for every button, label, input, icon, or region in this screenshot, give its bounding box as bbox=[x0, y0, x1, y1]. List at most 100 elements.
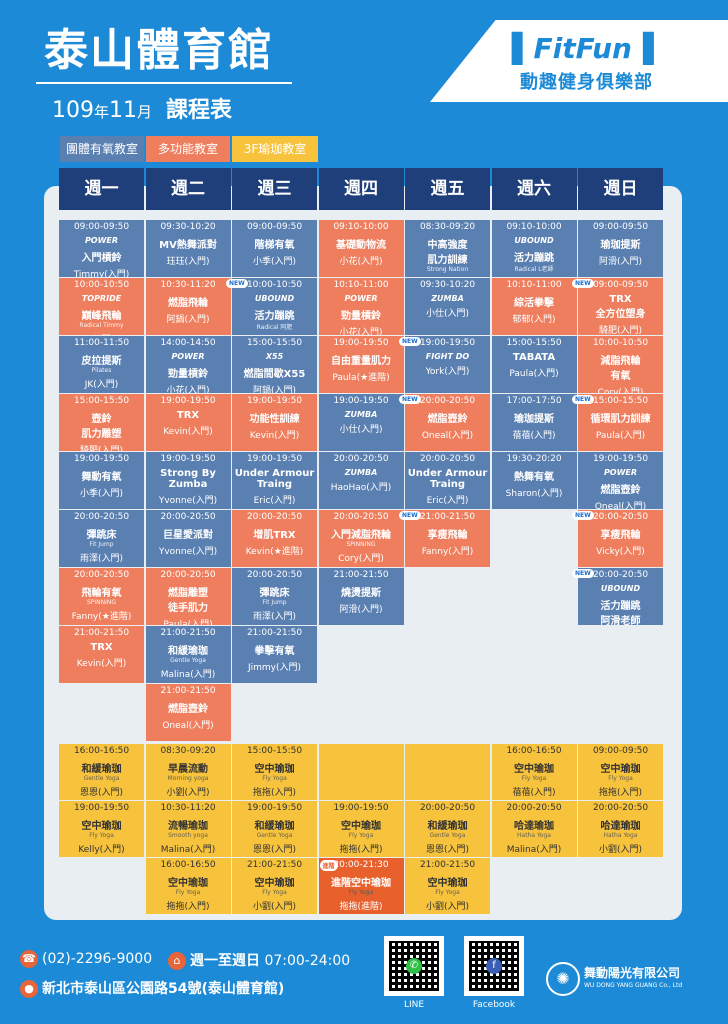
class-card[interactable]: 09:30-10:20 MV熱舞派對 珏珏(入門) bbox=[145, 220, 231, 277]
yoga-class-card[interactable]: 21:00-21:50 空中瑜珈 Fly Yoga 小劉(入門) bbox=[405, 858, 490, 914]
class-subtitle: Fly Yoga bbox=[348, 889, 374, 896]
class-card[interactable]: 19:30-20:20 熱舞有氧 Sharon(入門) bbox=[491, 452, 577, 509]
yoga-class-card[interactable]: 19:00-19:50 空中瑜珈 Fly Yoga Kelly(入門) bbox=[59, 801, 144, 857]
class-time: 09:10-10:00 bbox=[333, 222, 389, 232]
class-card[interactable]: 15:00-15:50 循環肌力訓練 Paula(入門) bbox=[578, 394, 663, 451]
yoga-class-card[interactable] bbox=[318, 744, 404, 800]
class-card[interactable]: 19:00-19:50 Under Armour Traing Eric(入門) bbox=[232, 452, 317, 509]
class-card[interactable]: 09:00-09:50 TRX 全方位塑身 騎肥(入門) bbox=[578, 278, 663, 335]
class-instructor: Vicky(入門) bbox=[596, 547, 645, 557]
class-name: 勁量槓鈴 bbox=[341, 311, 381, 322]
class-card[interactable]: 09:00-09:50 瑜珈提斯 阿滑(入門) bbox=[578, 220, 663, 277]
class-card[interactable]: 19:00-19:50 功能性訓練 Kevin(入門) bbox=[232, 394, 317, 451]
yoga-class-card[interactable]: 16:00-16:50 和緩瑜珈 Gentle Yoga 恩恩(入門) bbox=[59, 744, 144, 800]
yoga-class-card[interactable]: 08:30-09:20 早晨流動 Morning yoga 小劉(入門) bbox=[145, 744, 231, 800]
location-pin-icon: ● bbox=[20, 980, 38, 998]
class-card[interactable]: 14:00-14:50 POWER 勁量槓鈴 小花(入門) bbox=[145, 336, 231, 393]
class-card[interactable]: 19:00-19:50 ZUMBA 小仕(入門) bbox=[318, 394, 404, 451]
class-instructor: 騎肥(入門) bbox=[598, 326, 643, 335]
class-card[interactable]: 10:00-10:50 UBOUND 活力蹦跳 Radical 阿肥 (入門) bbox=[232, 278, 317, 335]
class-time: 19:00-19:50 bbox=[333, 396, 389, 406]
class-card[interactable]: 21:00-21:50 享瘦飛輪 Fanny(入門) bbox=[405, 510, 490, 567]
yoga-class-card[interactable]: 10:30-11:20 流暢瑜珈 Smooth yoga Malina(入門) bbox=[145, 801, 231, 857]
yoga-class-card[interactable]: 20:00-21:30 進階空中瑜珈 Fly Yoga 拖拖(進階) bbox=[318, 858, 404, 914]
class-instructor: 小季(入門) bbox=[79, 489, 124, 499]
class-name: 燃脂壺鈴 bbox=[427, 414, 468, 425]
class-card[interactable]: 19:00-19:50 POWER 燃脂壺鈴 Oneal(入門) bbox=[578, 452, 663, 509]
class-name: 燃脂壺鈴 bbox=[600, 485, 641, 496]
class-card[interactable]: 09:10-10:00 UBOUND 活力蹦跳 Radical L老師 (入門) bbox=[491, 220, 577, 277]
yoga-class-card[interactable]: 09:00-09:50 空中瑜珈 Fly Yoga 拖拖(入門) bbox=[578, 744, 663, 800]
class-time: 21:00-21:50 bbox=[160, 628, 216, 638]
yoga-class-card[interactable]: 19:00-19:50 空中瑜珈 Fly Yoga 拖拖(入門) bbox=[318, 801, 404, 857]
line-qr-code[interactable]: ✆ bbox=[384, 936, 444, 996]
class-time: 15:00-15:50 bbox=[506, 338, 562, 348]
class-card[interactable]: 20:00-20:50 享瘦飛輪 Vicky(入門) bbox=[578, 510, 663, 567]
class-card[interactable]: 15:00-15:50 X55 燃脂間歇X55 阿鍋(入門) bbox=[232, 336, 317, 393]
new-badge: NEW bbox=[226, 279, 248, 288]
class-name: 和緩瑜珈 bbox=[427, 821, 468, 832]
class-card[interactable]: 20:00-20:50 燃脂壺鈴 Oneal(入門) bbox=[405, 394, 490, 451]
class-time: 21:00-21:50 bbox=[160, 686, 216, 696]
yoga-class-card[interactable]: 20:00-20:50 哈達瑜珈 Hatha Yoga 小劉(入門) bbox=[578, 801, 663, 857]
class-card[interactable]: 20:00-20:50 彈跳床 Fit Jump 雨澤(入門) bbox=[59, 510, 144, 567]
class-card[interactable]: 21:00-21:50 TRX Kevin(入門) bbox=[59, 626, 144, 683]
class-card[interactable]: 19:00-19:50 自由重量肌力 Paula(★進階) bbox=[318, 336, 404, 393]
class-time: 19:00-19:50 bbox=[246, 454, 303, 464]
class-card[interactable]: 21:00-21:50 燃脂壺鈴 Oneal(入門) bbox=[145, 684, 231, 741]
class-card[interactable]: 20:00-20:50 增肌TRX Kevin(★進階) bbox=[232, 510, 317, 567]
class-time: 20:00-20:50 bbox=[73, 570, 130, 580]
class-card[interactable]: 20:00-20:50 飛輪有氧 SPINNING Fanny(★進階) bbox=[59, 568, 144, 625]
class-instructor: 小仕(入門) bbox=[339, 425, 383, 435]
class-card[interactable]: 10:10-11:00 POWER 勁量槓鈴 小花(入門) bbox=[318, 278, 404, 335]
class-time: 20:00-20:50 bbox=[592, 570, 649, 580]
yoga-class-card[interactable] bbox=[405, 744, 490, 800]
class-card[interactable]: 20:00-20:50 Under Armour Traing Eric(入門) bbox=[405, 452, 490, 509]
class-card[interactable]: 21:00-21:50 拳擊有氧 Jimmy(入門) bbox=[232, 626, 317, 683]
yoga-class-card[interactable]: 21:00-21:50 空中瑜珈 Fly Yoga 小劉(入門) bbox=[232, 858, 317, 914]
class-instructor: 騎肥(入門) bbox=[59, 443, 144, 451]
class-instructor: Paula(入門) bbox=[146, 617, 231, 625]
class-card[interactable]: 20:00-20:50 ZUMBA HaoHao(入門) bbox=[318, 452, 404, 509]
class-card[interactable]: 10:10-11:00 綜活拳擊 郁郁(入門) bbox=[491, 278, 577, 335]
yoga-class-card[interactable]: 16:00-16:50 空中瑜珈 Fly Yoga 拖拖(入門) bbox=[145, 858, 231, 914]
class-card[interactable]: 20:00-20:50 入門減脂飛輪 SPINNING Cory(入門) bbox=[318, 510, 404, 567]
class-card[interactable]: 20:00-20:50 巨星愛派對 Yvonne(入門) bbox=[145, 510, 231, 567]
class-card[interactable]: 09:00-09:50 階梯有氧 小季(入門) bbox=[232, 220, 317, 277]
class-instructor: Yvonne(入門) bbox=[158, 547, 218, 557]
class-instructor: 拖拖(入門) bbox=[252, 788, 297, 798]
yoga-class-card[interactable]: 20:00-20:50 哈達瑜珈 Hatha Yoga Malina(入門) bbox=[491, 801, 577, 857]
class-name: 和緩瑜珈 bbox=[254, 821, 295, 832]
class-instructor: 小劉(入門) bbox=[598, 845, 643, 855]
new-badge: NEW bbox=[572, 279, 594, 288]
class-card[interactable]: 15:00-15:50 壺鈴肌力雕塑騎肥(入門) bbox=[59, 394, 144, 451]
class-card[interactable]: 19:00-19:50 TRX Kevin(入門) bbox=[145, 394, 231, 451]
yoga-class-card[interactable]: 15:00-15:50 空中瑜珈 Fly Yoga 拖拖(入門) bbox=[232, 744, 317, 800]
class-card[interactable]: 09:00-09:50 POWER 入門槓鈴 Timmy(入門) bbox=[59, 220, 144, 277]
class-card[interactable]: 19:00-19:50 Strong By Zumba Yvonne(入門) bbox=[145, 452, 231, 509]
class-card[interactable]: 15:00-15:50 TABATA Paula(入門) bbox=[491, 336, 577, 393]
class-card[interactable]: 11:00-11:50 皮拉提斯 Pilates JK(入門) bbox=[59, 336, 144, 393]
class-card[interactable]: 10:30-11:20 燃脂飛輪 阿鍋(入門) bbox=[145, 278, 231, 335]
class-instructor: 小花(入門) bbox=[339, 328, 383, 335]
yoga-class-card[interactable]: 20:00-20:50 和緩瑜珈 Gentle Yoga 恩恩(入門) bbox=[405, 801, 490, 857]
class-instructor: 阿鍋(入門) bbox=[252, 386, 297, 393]
yoga-class-card[interactable]: 16:00-16:50 空中瑜珈 Fly Yoga 蓓蓓(入門) bbox=[491, 744, 577, 800]
class-card[interactable]: 20:00-20:50 彈跳床 Fit Jump 雨澤(入門) bbox=[232, 568, 317, 625]
class-card[interactable]: 21:00-21:50 和緩瑜珈 Gentle Yoga Malina(入門) bbox=[145, 626, 231, 683]
class-card[interactable]: 09:30-10:20 ZUMBA 小仕(入門) bbox=[405, 278, 490, 335]
yoga-class-card[interactable]: 19:00-19:50 和緩瑜珈 Gentle Yoga 恩恩(入門) bbox=[232, 801, 317, 857]
class-name: 巨星愛派對 bbox=[163, 530, 213, 541]
class-card[interactable]: 09:10-10:00 基礎動物流 小花(入門) bbox=[318, 220, 404, 277]
facebook-qr-code[interactable]: f bbox=[464, 936, 524, 996]
class-card[interactable]: 21:00-21:50 燒燙提斯 阿滑(入門) bbox=[318, 568, 404, 625]
class-card[interactable]: 17:00-17:50 瑜珈提斯 蓓蓓(入門) bbox=[491, 394, 577, 451]
class-card[interactable]: 19:00-19:50 舞動有氧 小季(入門) bbox=[59, 452, 144, 509]
class-time: 20:00-20:50 bbox=[592, 803, 649, 813]
class-card[interactable]: 19:00-19:50 FIGHT DO York(入門) bbox=[405, 336, 490, 393]
